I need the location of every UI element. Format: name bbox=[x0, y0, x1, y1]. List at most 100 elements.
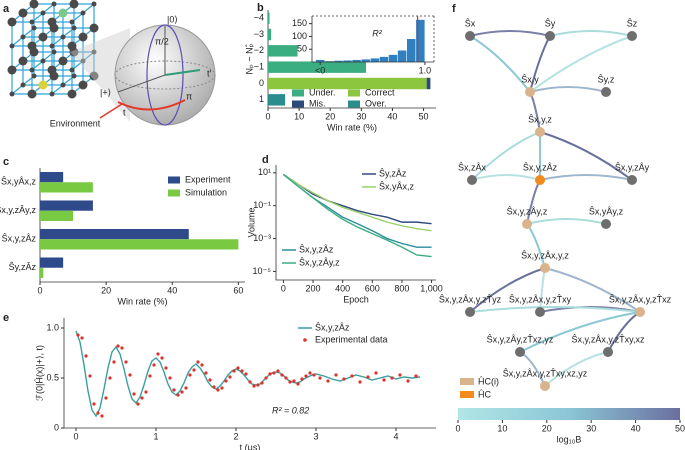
graph-node bbox=[603, 347, 613, 357]
graph-edge bbox=[526, 218, 607, 225]
lattice-atom bbox=[69, 19, 75, 25]
node-label: Ŝx,y,zÂx,y,zT̂xy,xz,yz bbox=[503, 368, 588, 378]
data-point bbox=[304, 374, 308, 378]
colorbar bbox=[458, 408, 680, 420]
x-tick-label: 60 bbox=[233, 285, 243, 295]
data-point bbox=[342, 377, 346, 381]
data-point bbox=[272, 371, 276, 375]
y-tick-label: −4 bbox=[254, 13, 264, 23]
data-point bbox=[252, 384, 256, 388]
data-point bbox=[132, 392, 136, 396]
axis-line bbox=[275, 165, 436, 281]
env-arrow bbox=[99, 103, 123, 119]
graph-edge bbox=[529, 86, 607, 93]
inset-frame bbox=[312, 16, 434, 62]
legend-label: Over. bbox=[365, 98, 387, 108]
graph-node bbox=[465, 31, 475, 41]
data-point bbox=[244, 372, 248, 376]
graph-node bbox=[525, 87, 535, 97]
lattice-atom bbox=[91, 49, 97, 55]
legend-marker bbox=[292, 100, 304, 108]
graph-edge bbox=[526, 223, 546, 269]
panel-label: b bbox=[257, 2, 264, 14]
graph-node bbox=[535, 127, 545, 137]
graph-node bbox=[467, 175, 477, 185]
x-tick-label: 400 bbox=[335, 283, 350, 293]
data-point bbox=[92, 402, 96, 406]
data-point bbox=[200, 363, 204, 367]
x-tick-label: 0 bbox=[281, 283, 286, 293]
x-tick-label: 2 bbox=[233, 431, 238, 441]
data-point bbox=[80, 336, 84, 340]
y-tick-label: 0 bbox=[54, 422, 59, 432]
lattice-atom bbox=[7, 65, 17, 75]
node-label: Ŝx,yÂy,z bbox=[589, 206, 624, 216]
precession bbox=[117, 99, 186, 111]
lattice-atom bbox=[38, 32, 48, 42]
graph-node bbox=[545, 31, 555, 41]
data-point bbox=[116, 344, 120, 348]
lattice-atom bbox=[29, 19, 35, 25]
data-point bbox=[358, 380, 362, 384]
graph-edge bbox=[469, 306, 641, 313]
lattice-atom bbox=[49, 43, 55, 49]
legend-label: Ŝx,y,zÂz bbox=[299, 244, 334, 254]
data-point bbox=[140, 396, 144, 400]
data-point bbox=[156, 352, 160, 356]
node-label: Ŝx,zÂx bbox=[458, 162, 487, 172]
data-point bbox=[308, 371, 312, 375]
lattice-atom bbox=[18, 8, 28, 18]
data-point bbox=[224, 379, 228, 383]
panel-label: c bbox=[3, 156, 9, 168]
hist-bar bbox=[334, 60, 343, 62]
y-tick-label: 100 bbox=[292, 31, 307, 41]
meridian bbox=[146, 24, 184, 126]
data-point bbox=[204, 371, 208, 375]
data-point bbox=[334, 373, 338, 377]
x-tick-label: 1,000 bbox=[420, 283, 443, 293]
lattice-atom bbox=[38, 80, 48, 90]
graph-edge bbox=[469, 35, 531, 93]
y-tick-label: 10⁻³ bbox=[253, 233, 271, 243]
data-point bbox=[414, 374, 418, 378]
x-tick-label: 600 bbox=[365, 283, 380, 293]
legend-marker bbox=[168, 176, 180, 184]
data-point bbox=[292, 379, 296, 383]
y-tick-label: 10¹ bbox=[258, 167, 271, 177]
hist-bar bbox=[397, 50, 407, 62]
node-label: Ŝx,y,zÂz bbox=[523, 162, 558, 172]
node-label: Ŝx,y,zÂy,z bbox=[507, 206, 548, 216]
x-tick-label: 40 bbox=[387, 111, 397, 121]
hist-bar bbox=[315, 59, 325, 62]
diagram-label: Environment bbox=[50, 118, 101, 128]
legend-label: Under. bbox=[309, 87, 336, 97]
data-point bbox=[152, 363, 156, 367]
lattice-atom bbox=[60, 34, 66, 40]
data-point bbox=[208, 378, 212, 382]
node-label: Ŝx,y bbox=[521, 74, 539, 84]
graph-node bbox=[465, 307, 475, 317]
axis-line bbox=[311, 16, 434, 63]
data-point bbox=[124, 360, 128, 364]
node-label: Ŝz bbox=[627, 18, 638, 28]
lattice-atom bbox=[69, 67, 75, 73]
x-axis-label: log₁₀B bbox=[557, 434, 582, 444]
data-point bbox=[260, 381, 264, 385]
x-tick-label: 4 bbox=[393, 431, 398, 441]
data-point bbox=[406, 379, 410, 383]
diagram-label: t′ bbox=[207, 68, 212, 78]
node-label: Ŝx,y,zÂy bbox=[615, 162, 650, 172]
data-point bbox=[284, 376, 288, 380]
lattice-atom bbox=[78, 32, 88, 42]
bar bbox=[40, 200, 93, 211]
data-point bbox=[236, 366, 240, 370]
data-point bbox=[196, 360, 200, 364]
data-point bbox=[212, 385, 216, 389]
lattice-atom bbox=[49, 23, 59, 33]
data-point bbox=[192, 368, 196, 372]
inset-annotation: R² bbox=[372, 28, 382, 38]
series-line bbox=[282, 173, 432, 258]
data-point bbox=[366, 375, 370, 379]
x-tick-label: 50 bbox=[675, 423, 685, 433]
